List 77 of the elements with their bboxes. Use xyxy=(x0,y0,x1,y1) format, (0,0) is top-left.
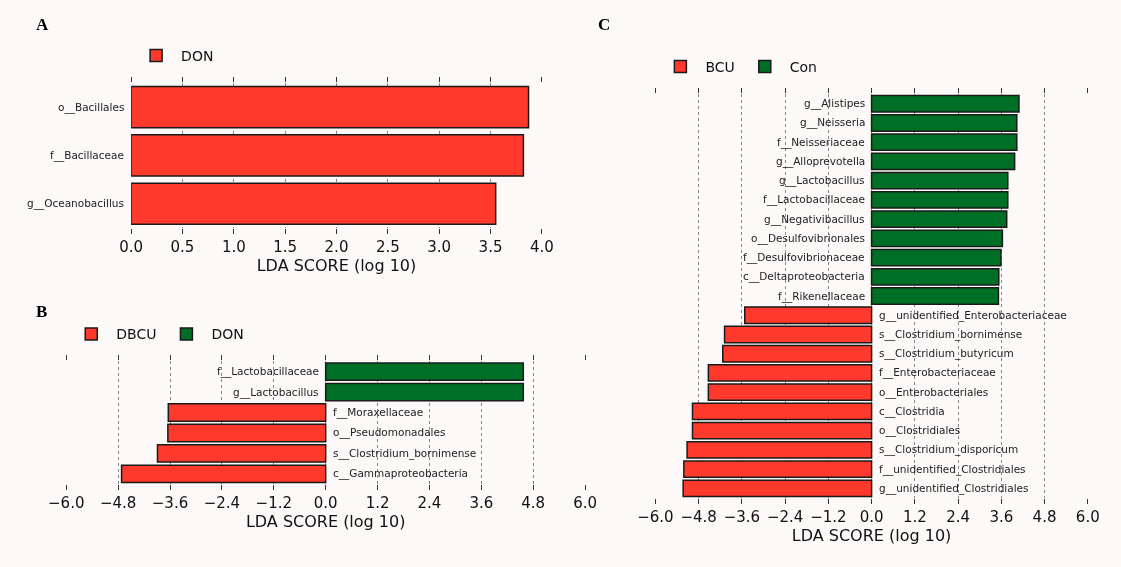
y-tick-label: c__Clostridia xyxy=(879,405,945,418)
y-tick-label: s__Clostridium_butyricum xyxy=(879,347,1014,360)
x-tick-label: 2.5 xyxy=(375,237,400,256)
x-tick-label: 6.0 xyxy=(573,494,598,513)
y-tick-label: f__unidentified_Clostridiales xyxy=(879,463,1026,476)
x-tick-label: 0.0 xyxy=(313,494,338,513)
y-tick-label: s__Clostridium_disporicum xyxy=(879,443,1019,456)
x-tick-label: −2.4 xyxy=(766,507,804,526)
y-tick-label: o__Bacillales xyxy=(58,101,125,114)
y-tick-label: g__Alistipes xyxy=(804,97,866,110)
bar xyxy=(131,182,497,225)
x-tick-label: −2.4 xyxy=(203,494,241,513)
x-tick-label: 1.2 xyxy=(902,507,927,526)
chart-title: B xyxy=(36,302,48,321)
x-tick-label: 3.6 xyxy=(469,494,494,513)
y-tick-label: f__Enterobacteriaceae xyxy=(879,366,996,379)
y-tick-label: g__Negativibacillus xyxy=(764,213,865,226)
y-tick-label: s__Clostridium_bornimense xyxy=(879,328,1023,341)
x-tick-label: 1.2 xyxy=(365,494,390,513)
y-tick-label: c__Deltaproteobacteria xyxy=(743,270,865,283)
y-tick-label: f__Moraxellaceae xyxy=(333,406,424,419)
y-tick-label: g__Alloprevotella xyxy=(776,155,866,168)
x-tick-label: −6.0 xyxy=(48,494,85,513)
x-tick-label: 2.4 xyxy=(417,494,442,513)
legend-label: DON xyxy=(181,47,214,64)
x-tick-label: 1.5 xyxy=(273,237,298,256)
x-tick-label: 3.0 xyxy=(427,237,452,256)
y-tick-label: f__Desulfovibrionaceae xyxy=(743,251,865,264)
y-tick-label: g__Neisseria xyxy=(800,116,866,129)
y-tick-label: g__Lactobacillus xyxy=(779,174,865,187)
x-tick-label: 0.0 xyxy=(119,237,144,256)
y-tick-label: c__Gammaproteobacteria xyxy=(333,467,469,480)
y-tick-label: f__Bacillaceae xyxy=(50,149,124,162)
bar xyxy=(870,152,1016,171)
x-tick-label: 3.5 xyxy=(478,237,503,256)
bar xyxy=(723,325,873,344)
chart-title: A xyxy=(36,15,49,34)
x-tick-label: 4.8 xyxy=(521,494,546,513)
y-tick-label: g__unidentified_Clostridiales xyxy=(879,482,1029,495)
x-axis-title: LDA SCORE (log 10) xyxy=(791,525,952,545)
y-tick-label: f__Rikenellaceae xyxy=(778,290,866,303)
x-tick-label: 0.5 xyxy=(170,237,195,256)
y-tick-label: o__Clostridiales xyxy=(879,424,961,437)
y-tick-label: f__Lactobacillaceae xyxy=(217,365,319,378)
x-tick-label: 3.6 xyxy=(989,507,1014,526)
y-tick-label: o__Enterobacteriales xyxy=(879,386,989,399)
y-tick-label: f__Lactobacillaceae xyxy=(763,193,865,206)
y-tick-label: s__Clostridium_bornimense xyxy=(333,447,477,460)
x-tick-label: 2.4 xyxy=(946,507,970,526)
x-tick-label: 1.0 xyxy=(221,237,246,256)
legend-label: DON xyxy=(211,326,244,343)
x-tick-label: 4.8 xyxy=(1032,507,1057,526)
x-tick-label: 6.0 xyxy=(1075,507,1100,526)
y-tick-label: o__Desulfovibrionales xyxy=(751,232,866,245)
legend-label: BCU xyxy=(705,59,735,76)
x-tick-label: 4.0 xyxy=(529,237,554,256)
y-tick-label: f__Neisseriaceae xyxy=(777,136,865,149)
x-tick-label: −6.0 xyxy=(637,507,674,526)
y-tick-label: g__Lactobacillus xyxy=(233,386,319,399)
x-tick-label: −4.8 xyxy=(680,507,717,526)
x-tick-label: −4.8 xyxy=(99,494,137,513)
x-tick-label: −1.2 xyxy=(255,494,293,513)
y-tick-label: g__unidentified_Enterobacteriaceae xyxy=(879,309,1067,322)
legend-label: Con xyxy=(789,59,817,76)
legend-label: DBCU xyxy=(116,326,157,343)
x-tick-label: 0.0 xyxy=(859,507,884,526)
bar xyxy=(131,134,525,177)
chart-title: C xyxy=(598,15,611,34)
y-tick-label: g__Oceanobacillus xyxy=(27,197,124,210)
x-tick-label: −3.6 xyxy=(723,507,761,526)
x-tick-label: −3.6 xyxy=(151,494,189,513)
x-axis-title: LDA SCORE (log 10) xyxy=(256,255,417,275)
bar xyxy=(131,85,530,129)
x-axis-title: LDA SCORE (log 10) xyxy=(245,512,406,532)
y-tick-label: o__Pseudomonadales xyxy=(333,426,446,439)
x-tick-label: 2.0 xyxy=(324,237,349,256)
x-tick-label: −1.2 xyxy=(810,507,847,526)
